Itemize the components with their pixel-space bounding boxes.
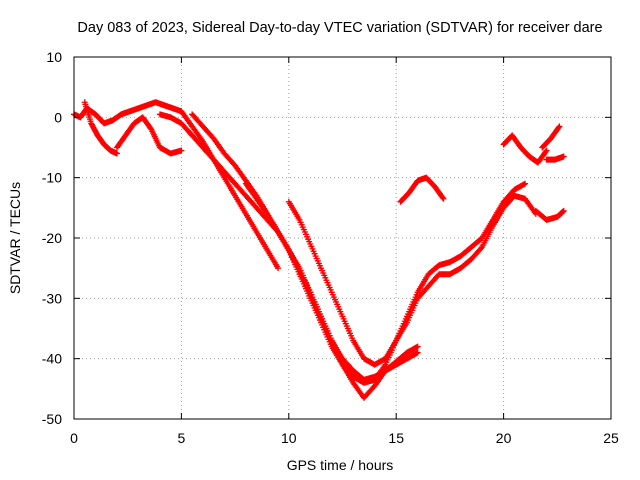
y-tick-label: -10 [42,170,62,186]
series-arc-8 [397,174,447,205]
grid [74,57,611,419]
data-point [414,349,421,356]
data-point [542,148,549,155]
data-point [522,180,529,187]
data-point [560,207,567,214]
series-arc-7 [113,114,185,157]
series-arc-5 [285,192,539,368]
chart-title: Day 083 of 2023, Sidereal Day-to-day VTE… [77,20,602,36]
y-tick-label: -40 [42,351,62,367]
y-tick-label: 10 [46,49,62,65]
data-point [178,147,185,154]
data-point [440,195,447,202]
x-tick-label: 25 [603,430,619,446]
series-arc-6 [81,99,120,157]
data-point [556,123,563,130]
data-point [555,124,562,131]
data-point [113,150,120,157]
data-point [414,343,421,350]
series-arc-10 [539,123,563,151]
series-arc-3 [189,111,529,386]
y-axis-label: SDTVAR / TECUs [7,182,23,294]
data-point [560,153,567,160]
x-axis-label: GPS time / hours [287,457,394,473]
y-tick-label: -20 [42,230,62,246]
x-tick-label: 20 [496,430,512,446]
y-tick-label: -30 [42,290,62,306]
data-point [478,245,485,252]
series-arc-9 [500,132,550,166]
x-tick-label: 0 [70,430,78,446]
data-point [439,194,446,201]
series-arc-11 [543,153,567,163]
data-point [543,147,550,154]
data-point [147,125,154,132]
data-points [71,99,567,401]
y-tick-labels: -50 -40 -30 -20 -10 0 10 [42,49,62,427]
series-arc-4 [242,180,421,401]
data-point [275,265,282,272]
x-tick-label: 15 [388,430,404,446]
y-tick-label: 0 [54,109,62,125]
axis-ticks [73,56,612,420]
y-tick-label: -50 [42,411,62,427]
x-tick-label: 5 [178,430,186,446]
series-arc-12 [532,207,567,223]
x-tick-labels: 0 5 10 15 20 25 [70,430,619,446]
x-tick-label: 10 [281,430,297,446]
